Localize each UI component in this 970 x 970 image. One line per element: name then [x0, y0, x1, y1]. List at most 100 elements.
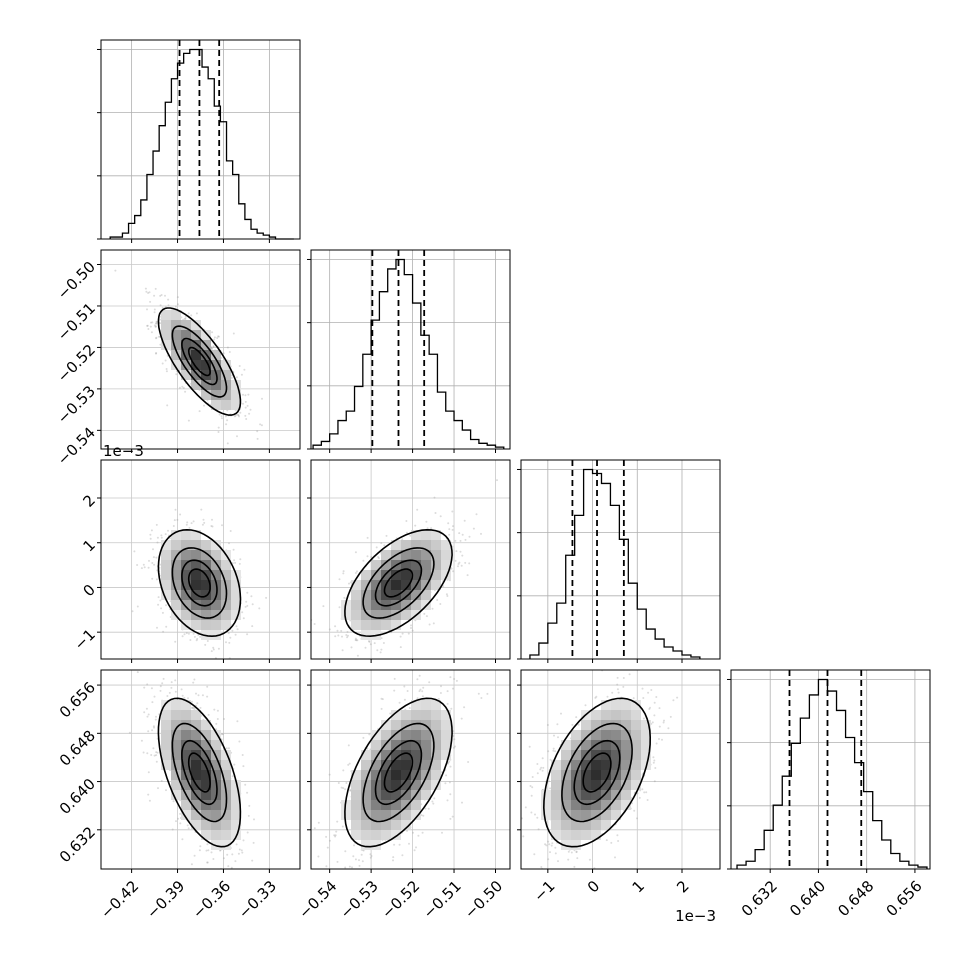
scatter-point [228, 641, 231, 644]
scatter-point [229, 530, 232, 532]
density-cell [181, 700, 191, 710]
scatter-point [241, 851, 244, 854]
density-cell [211, 380, 221, 390]
density-cell [201, 330, 211, 340]
scatter-point [468, 535, 471, 538]
scatter-point [380, 697, 383, 700]
scatter-point [451, 510, 454, 513]
scatter-point [159, 599, 162, 602]
density-cell [191, 770, 201, 780]
scatter-point [155, 715, 157, 718]
scatter-point [229, 636, 232, 639]
density-cell [221, 770, 231, 780]
density-cell [361, 830, 371, 840]
scatter-point [242, 402, 244, 405]
scatter-point [454, 539, 457, 542]
scatter-point [238, 365, 241, 367]
density-cell [431, 550, 441, 560]
density-cell [161, 750, 171, 760]
density-cell [211, 770, 221, 780]
scatter-point [234, 633, 237, 636]
scatter-point [419, 688, 422, 691]
scatter-point [210, 347, 213, 350]
contour-level-3 [187, 346, 211, 377]
scatter-point [145, 707, 148, 710]
density-cell [361, 610, 371, 620]
scatter-panel-p2-vs-p1 [307, 459, 511, 663]
density-cell [181, 760, 191, 770]
density-cell [221, 780, 231, 790]
density-cell [171, 770, 181, 780]
scatter-point [220, 415, 223, 418]
density-cell [371, 760, 381, 770]
scatter-point [375, 546, 378, 549]
density-cell [371, 610, 381, 620]
density-cell [341, 610, 351, 620]
scatter-point [380, 637, 383, 640]
scatter-point [326, 846, 329, 849]
scatter-point [179, 822, 182, 825]
scatter-point [449, 793, 452, 796]
scatter-point [455, 679, 458, 682]
scatter-point [246, 604, 249, 607]
scatter-point [221, 417, 223, 420]
scatter-point [192, 520, 195, 523]
density-cell [361, 630, 371, 640]
scatter-point [154, 325, 157, 328]
scatter-point [174, 508, 177, 511]
scatter-point [148, 799, 151, 802]
scatter-point [114, 269, 117, 272]
scatter-point [468, 562, 471, 565]
scatter-point [452, 687, 454, 690]
density-cell [161, 740, 171, 750]
scatter-point [496, 479, 498, 482]
scatter-point [421, 690, 424, 693]
scatter-point [244, 400, 247, 403]
scatter-point [227, 747, 230, 750]
scatter-point [248, 412, 251, 415]
contour-level-1 [171, 547, 228, 619]
scatter-point [170, 681, 173, 684]
scatter-point [211, 518, 213, 521]
density-cell [421, 550, 431, 560]
scatter-point [190, 863, 193, 866]
density-cell [231, 810, 241, 820]
density-cell [211, 360, 221, 370]
scatter-point [463, 706, 466, 709]
scatter-point [392, 859, 394, 862]
density-cell [171, 790, 181, 800]
scatter-point [199, 845, 202, 848]
scatter-point [452, 746, 455, 749]
density-cell [181, 600, 191, 610]
scatter-point [355, 639, 358, 642]
scatter-point [414, 524, 417, 527]
scatter-point [154, 287, 157, 290]
scatter-point [153, 695, 156, 698]
scatter-point [187, 632, 190, 635]
density-cell [171, 750, 181, 760]
scatter-point [417, 834, 420, 837]
scatter-point [403, 698, 406, 701]
scatter-point [155, 322, 158, 325]
scatter-point [155, 352, 158, 354]
scatter-point [458, 561, 461, 564]
density-cell [171, 710, 181, 720]
scatter-point [354, 637, 357, 640]
scatter-point [217, 431, 220, 433]
scatter-point [347, 763, 350, 766]
density-cell [181, 750, 191, 760]
scatter-point [153, 726, 155, 729]
scatter-point [172, 800, 175, 803]
scatter-point [249, 408, 252, 411]
density-cell [161, 570, 171, 580]
density-cell [231, 610, 241, 620]
scatter-point [155, 578, 158, 581]
density-cell [191, 580, 201, 590]
scatter-point [385, 534, 388, 537]
density-cell [211, 540, 221, 550]
density-cell [171, 340, 181, 350]
scatter-point [251, 859, 254, 862]
density-cell [391, 580, 401, 590]
scatter-point [354, 858, 357, 861]
scatter-point [251, 603, 254, 606]
